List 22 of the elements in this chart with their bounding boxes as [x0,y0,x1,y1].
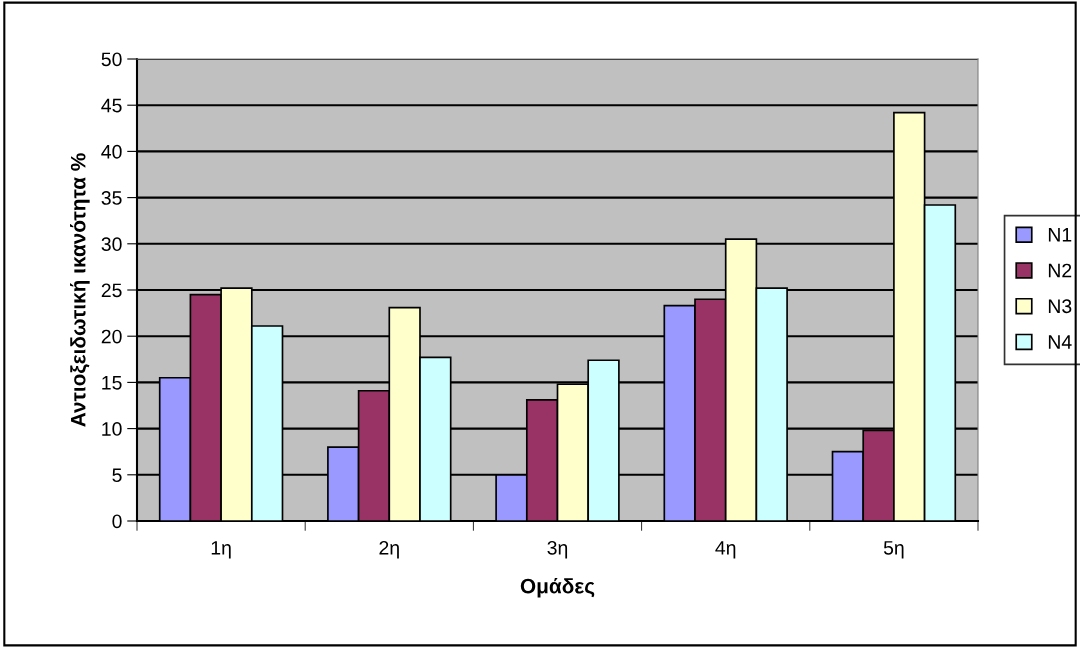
y-tick-label: 30 [101,237,122,252]
y-tick-label: 0 [112,514,122,529]
y-tick-label: 50 [101,52,122,67]
legend-label: N3 [1048,299,1072,314]
legend-label: N4 [1048,335,1072,349]
x-tick-label: 3η [547,540,568,559]
y-tick-label: 20 [101,329,122,344]
y-tick-label: 40 [101,144,122,159]
y-tick-label: 5 [112,468,122,483]
legend-label: N2 [1048,263,1072,278]
y-tick-label: 10 [102,422,122,436]
y-tick-label: 45 [101,98,122,113]
y-tick-label: 15 [102,376,122,390]
x-axis-title: Ομάδες [520,577,595,598]
x-tick-label: 5η [883,541,904,559]
x-tick-label: 4η [715,541,736,559]
legend-label: N1 [1048,228,1072,242]
x-tick-label: 2η [379,540,399,559]
y-tick-label: 35 [101,191,122,205]
x-tick-label: 1η [211,541,231,559]
y-tick-label: 25 [101,283,122,298]
y-axis-title: Αντιοξειδωτική ικανότητα % [70,153,90,427]
